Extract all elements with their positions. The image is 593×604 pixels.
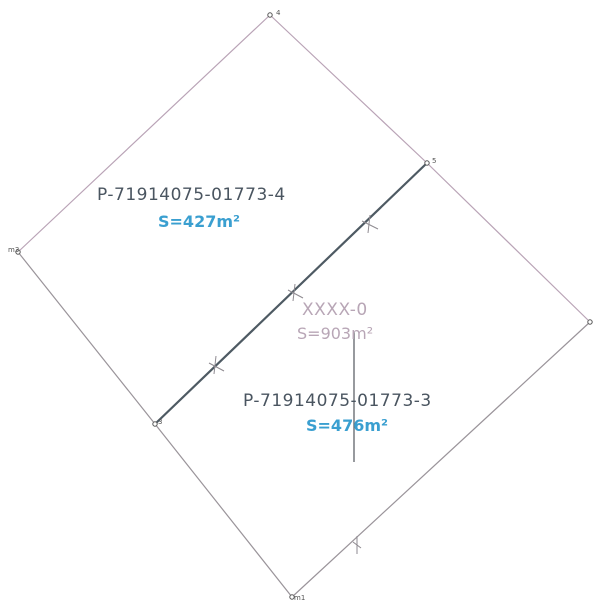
boundary-left-lower bbox=[17, 251, 156, 425]
vertex-right-marker bbox=[587, 319, 593, 325]
parcel-upper-area: S=427m² bbox=[158, 212, 241, 231]
parcel-upper-id: P-71914075-01773-4 bbox=[97, 185, 286, 205]
vertex-bottom-marker bbox=[289, 594, 295, 600]
vertex-markers bbox=[15, 12, 593, 600]
vertex-top-marker bbox=[267, 12, 273, 18]
parcel-combined-id: XXXX-0 bbox=[302, 300, 368, 320]
parcel-combined-area: S=903m² bbox=[297, 324, 374, 343]
boundary-right-upper bbox=[426, 162, 591, 323]
vertex-label-top: 4 bbox=[276, 9, 281, 17]
split-line bbox=[154, 162, 428, 425]
parcel-lower-area: S=476m² bbox=[306, 416, 389, 435]
vertex-label-bottom: m1 bbox=[294, 594, 306, 602]
vertex-left-lower-marker bbox=[152, 421, 158, 427]
parcel-lower-id: P-71914075-01773-3 bbox=[243, 391, 432, 411]
vertex-label-right-upper: 5 bbox=[432, 157, 437, 165]
vertex-right-upper-marker bbox=[424, 160, 430, 166]
boundary-left-bottom bbox=[154, 423, 293, 598]
split-ticks bbox=[208, 214, 379, 554]
boundary-bottom-right bbox=[291, 321, 591, 598]
boundary-top-left bbox=[17, 14, 271, 253]
vertex-left-marker bbox=[15, 249, 21, 255]
vertex-label-left-lower: 3 bbox=[158, 418, 163, 426]
boundary-top-right bbox=[269, 14, 428, 164]
vertex-label-left: m3 bbox=[8, 246, 20, 254]
